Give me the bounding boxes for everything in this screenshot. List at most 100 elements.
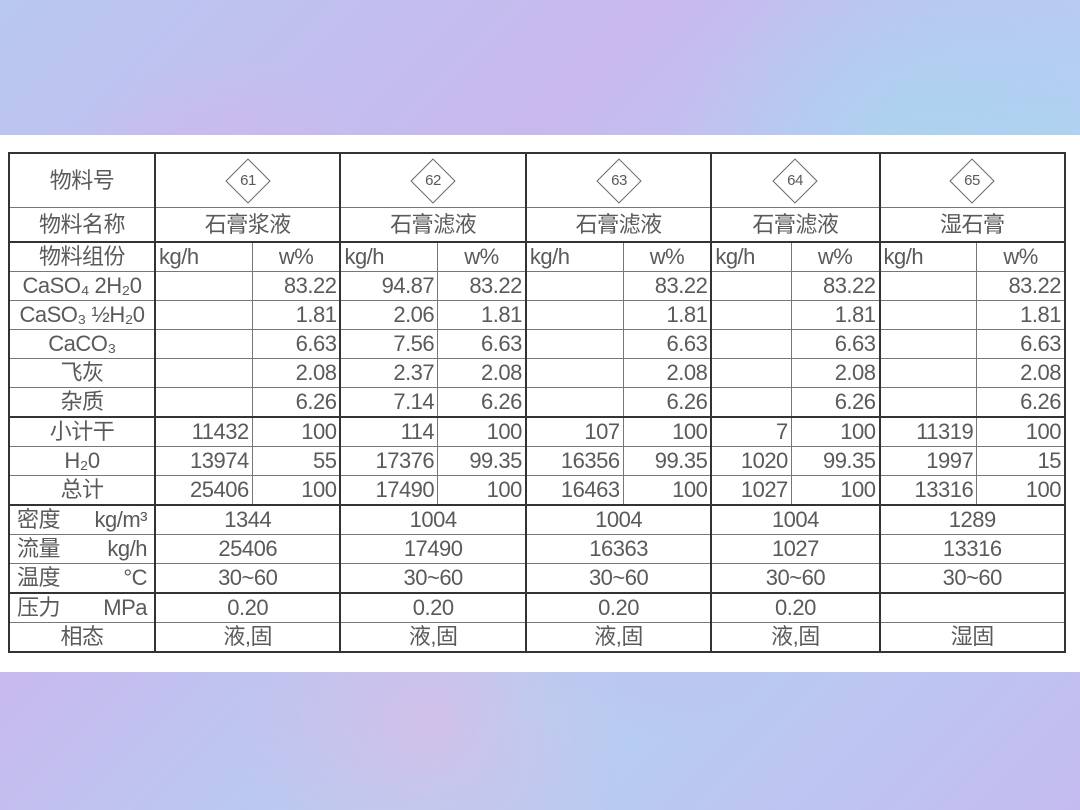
material-number: 64 [787,171,804,189]
value-cell: 13316 [879,475,978,506]
unit-w: w% [622,241,713,272]
value-cell: 83.22 [437,271,527,301]
value-cell [525,300,624,330]
header-label: 物料号 [8,152,156,208]
value-cell: 1997 [879,446,978,476]
table-row: 杂质 6.26 7.14 6.26 6.26 6.26 6.26 [8,387,1067,418]
material-number: 61 [239,171,256,189]
material-number-cell: 62 [339,152,527,208]
table-row: 相态 液,固 液,固 液,固 液,固 湿固 [8,622,1067,653]
value-cell: 107 [525,416,624,447]
property-label-cell: 密度 kg/m³ [8,504,156,535]
material-balance-table: 物料号 61 62 63 64 65 物料名称 石膏浆液 石膏滤液 石膏滤液 石膏滤液 湿石膏 物料组份… [8,152,1067,653]
value-cell: 1.81 [437,300,527,330]
value-cell: 30~60 [339,563,527,594]
table-row: CaSO₄ 2H₂0 83.22 94.87 83.22 83.22 83.22 83.22 [8,271,1067,301]
material-name: 石膏滤液 [339,207,527,243]
value-cell: 13974 [154,446,253,476]
property-unit: MPa [103,595,147,620]
value-cell [879,300,978,330]
value-cell: 1344 [154,504,342,535]
diamond-marker-icon: 64 [772,157,819,204]
value-cell: 13316 [879,534,1067,564]
value-cell: 99.35 [790,446,881,476]
property-label: 相态 [60,624,104,649]
value-cell: 0.20 [154,592,342,623]
table-row: 小计干 11432 100 114 100 107 100 7 100 11319 100 [8,416,1067,447]
value-cell: 114 [339,416,439,447]
value-cell: 1.81 [622,300,713,330]
name-label: 物料名称 [8,207,156,243]
value-cell [154,358,253,388]
value-cell: 30~60 [710,563,881,594]
value-cell: 100 [622,475,713,506]
value-cell: 55 [251,446,342,476]
value-cell [879,592,1067,623]
value-cell: 1004 [710,504,881,535]
value-cell [710,300,792,330]
unit-w: w% [437,241,527,272]
material-name: 湿石膏 [879,207,1067,243]
value-cell: 湿固 [879,622,1067,653]
value-cell: 液,固 [710,622,881,653]
material-number: 65 [964,171,981,189]
value-cell: 99.35 [437,446,527,476]
value-cell: 1020 [710,446,792,476]
value-cell [879,329,978,359]
property-label-cell: 相态 [8,622,156,653]
value-cell: 100 [976,475,1067,506]
value-cell: 6.26 [251,387,342,418]
value-cell [525,358,624,388]
value-cell: 17490 [339,534,527,564]
value-cell: 0.20 [339,592,527,623]
value-cell: 100 [251,475,342,506]
value-cell [710,387,792,418]
property-label-cell: 压力 MPa [8,592,156,623]
material-number-cell: 61 [154,152,342,208]
value-cell: 液,固 [339,622,527,653]
value-cell: 1027 [710,475,792,506]
row-label: 杂质 [8,387,156,418]
value-cell: 25406 [154,475,253,506]
value-cell: 17376 [339,446,439,476]
value-cell: 6.26 [976,387,1067,418]
value-cell: 16363 [525,534,713,564]
value-cell: 83.22 [622,271,713,301]
row-label: CaSO₄ 2H₂0 [8,271,156,301]
table-row: 总计 25406 100 17490 100 16463 100 1027 100 13316 10… [8,475,1067,506]
value-cell: 17490 [339,475,439,506]
material-name: 石膏滤液 [525,207,713,243]
value-cell: 83.22 [251,271,342,301]
value-cell: 30~60 [879,563,1067,594]
value-cell: 11432 [154,416,253,447]
value-cell: 25406 [154,534,342,564]
value-cell: 30~60 [525,563,713,594]
value-cell: 16463 [525,475,624,506]
value-cell: 1289 [879,504,1067,535]
unit-w: w% [790,241,881,272]
value-cell: 1.81 [251,300,342,330]
table-row: H₂0 13974 55 17376 99.35 16356 99.35 1020 99.35 1… [8,446,1067,476]
table-row: 流量 kg/h 25406 17490 16363 1027 13316 [8,534,1067,564]
value-cell: 16356 [525,446,624,476]
value-cell: 2.06 [339,300,439,330]
row-label: 飞灰 [8,358,156,388]
row-label: CaCO₃ [8,329,156,359]
value-cell [154,300,253,330]
property-label: 流量 [17,536,61,561]
table-row: 密度 kg/m³ 1344 1004 1004 1004 1289 [8,504,1067,535]
property-label-cell: 流量 kg/h [8,534,156,564]
value-cell [154,329,253,359]
value-cell: 1004 [525,504,713,535]
property-label: 密度 [17,507,61,532]
value-cell: 1.81 [976,300,1067,330]
diamond-marker-icon: 62 [410,157,456,204]
row-label: CaSO₃ ½H₂0 [8,300,156,330]
value-cell: 99.35 [622,446,713,476]
unit-kgh: kg/h [339,241,439,272]
value-cell [154,387,253,418]
value-cell: 7 [710,416,792,447]
value-cell: 6.26 [790,387,881,418]
value-cell: 1004 [339,504,527,535]
property-unit: kg/m³ [94,507,148,532]
